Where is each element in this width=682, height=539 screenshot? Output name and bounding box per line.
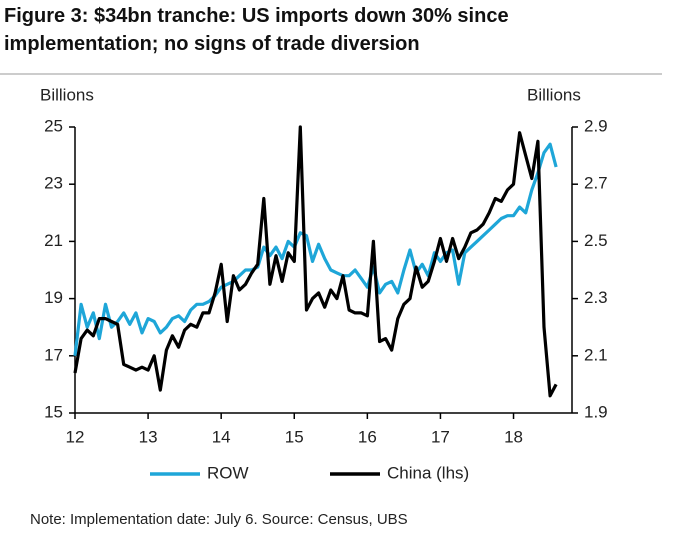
x-tick-label: 15 [285, 427, 304, 446]
x-tick-label: 17 [431, 427, 450, 446]
y2-axis-label: Billions [527, 85, 581, 104]
y2-tick-label: 2.7 [584, 174, 608, 193]
legend-label: ROW [207, 463, 249, 482]
y-tick-label: 25 [44, 116, 63, 135]
y2-tick-label: 2.5 [584, 231, 608, 250]
chart-title: Figure 3: $34bn tranche: US imports down… [4, 5, 509, 55]
series-line [73, 142, 558, 356]
y2-tick-label: 2.3 [584, 288, 608, 307]
y2-tick-label: 2.1 [584, 345, 608, 364]
x-tick-label: 13 [139, 427, 158, 446]
y2-tick-label: 1.9 [584, 402, 608, 421]
y-tick-label: 21 [44, 231, 63, 250]
series-line [73, 125, 558, 398]
x-tick-label: 16 [358, 427, 377, 446]
y-tick-label: 15 [44, 402, 63, 421]
legend-label: China (lhs) [387, 463, 469, 482]
note: Note: Implementation date: July 6. Sourc… [30, 511, 408, 528]
title-box: Figure 3: $34bn tranche: US imports down… [4, 5, 509, 55]
y-tick-label: 23 [44, 174, 63, 193]
y-tick-label: 19 [44, 288, 63, 307]
x-tick-label: 18 [504, 427, 523, 446]
x-tick-label: 14 [212, 427, 231, 446]
y-tick-label: 17 [44, 345, 63, 364]
x-tick-label: 12 [66, 427, 85, 446]
y-axis-label: Billions [40, 85, 94, 104]
y2-tick-label: 2.9 [584, 116, 608, 135]
